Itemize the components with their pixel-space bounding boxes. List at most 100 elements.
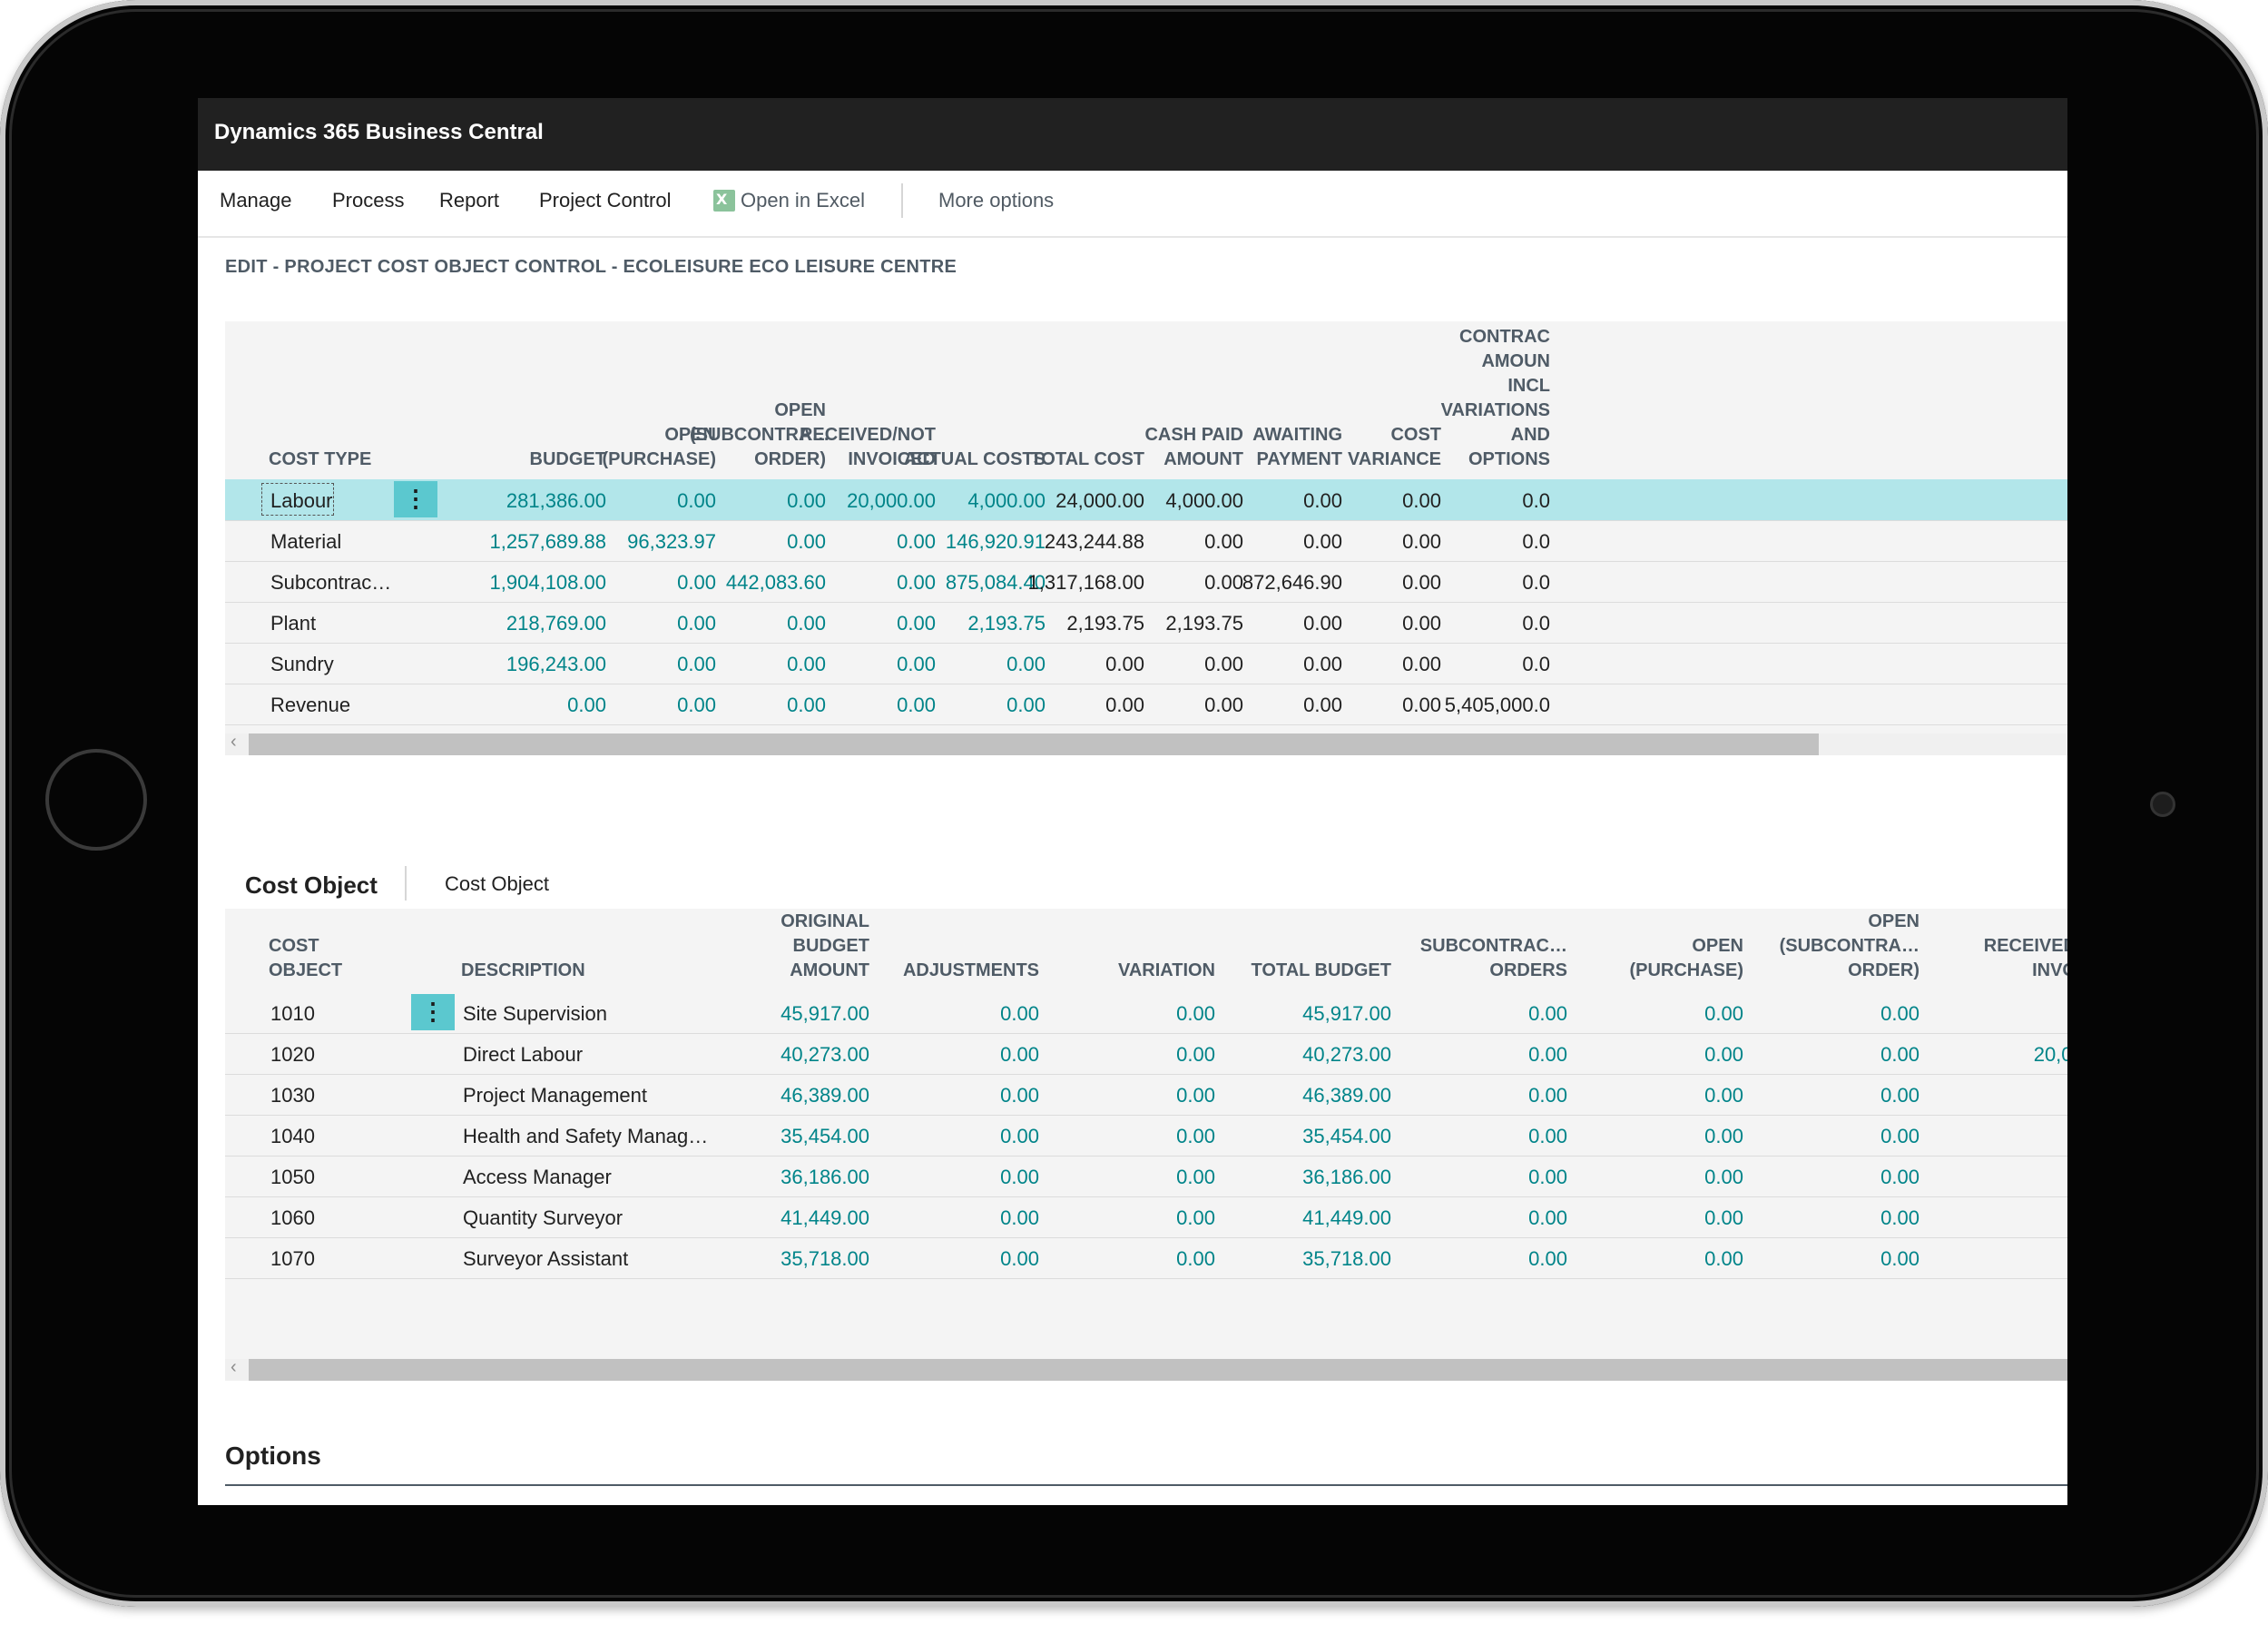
- cost-object-value[interactable]: 20,000: [2033, 1043, 2067, 1066]
- cost-type-value[interactable]: 0.00: [897, 694, 936, 716]
- cost-type-value[interactable]: 4,000.00: [967, 489, 1046, 512]
- manage-menu[interactable]: Manage: [220, 189, 292, 212]
- cost-type-value[interactable]: 281,386.00: [506, 489, 606, 512]
- cost-object-value[interactable]: 0.00: [1704, 1002, 1743, 1025]
- cost-object-value[interactable]: 0.00: [1000, 1247, 1039, 1270]
- cost-type-column-header[interactable]: COST TYPE: [269, 449, 372, 469]
- cost-type-column-header[interactable]: ACTUAL COSTS: [903, 449, 1046, 469]
- cost-type-column-header[interactable]: AWAITING PAYMENT: [1252, 425, 1342, 469]
- cost-type-value[interactable]: 1,257,689.88: [489, 530, 606, 553]
- cost-type-column-header[interactable]: OPEN (SUBCONTRA… ORDER): [690, 400, 830, 469]
- cost-type-column-header[interactable]: TOTAL COST: [1030, 449, 1144, 469]
- cost-object-value[interactable]: 0.00: [1176, 1043, 1215, 1066]
- cost-object-value[interactable]: 0.00: [1704, 1206, 1743, 1229]
- cost-object-value[interactable]: 0.00: [1528, 1125, 1567, 1147]
- cost-type-row[interactable]: Material 1,257,689.88 96,323.97 0.00 0.00 146…: [225, 520, 2067, 562]
- cost-object-value[interactable]: 0.00: [1000, 1002, 1039, 1025]
- cost-object-value[interactable]: 35,454.00: [781, 1125, 869, 1147]
- cost-object-value[interactable]: 0.00: [1528, 1166, 1567, 1188]
- excel-icon[interactable]: [713, 190, 735, 212]
- cost-object-value[interactable]: 46,389.00: [1302, 1084, 1391, 1107]
- cost-type-row[interactable]: Subcontrac… 1,904,108.00 0.00 442,083.60 0.0…: [225, 561, 2067, 603]
- cost-object-value[interactable]: 0.00: [1176, 1084, 1215, 1107]
- cost-type-value[interactable]: 0.00: [1006, 653, 1046, 675]
- cost-type-value[interactable]: 0.00: [1006, 694, 1046, 716]
- cost-object-value[interactable]: 0.00: [1176, 1166, 1215, 1188]
- cost-object-value[interactable]: 45,917.00: [1302, 1002, 1391, 1025]
- open-in-excel-button[interactable]: Open in Excel: [741, 189, 865, 212]
- cost-object-value[interactable]: 0.00: [1880, 1125, 1919, 1147]
- cost-type-value[interactable]: 0.00: [897, 571, 936, 594]
- cost-object-value[interactable]: 0.00: [1704, 1247, 1743, 1270]
- cost-object-value[interactable]: 0.00: [1704, 1043, 1743, 1066]
- cost-type-value[interactable]: 0.00: [787, 612, 826, 635]
- cost-object-value[interactable]: 45,917.00: [781, 1002, 869, 1025]
- cost-type-row[interactable]: Revenue 0.00 0.00 0.00 0.00 0.00 0.00 0.00 0.00 0…: [225, 684, 2067, 725]
- cost-object-value[interactable]: 0.00: [1000, 1206, 1039, 1229]
- cost-type-name[interactable]: Labour: [270, 489, 333, 512]
- cost-object-value[interactable]: 0.00: [1000, 1043, 1039, 1066]
- cost-type-name[interactable]: Material: [270, 530, 342, 553]
- cost-object-value[interactable]: 0.00: [1000, 1125, 1039, 1147]
- cost-object-value[interactable]: 0.00: [1880, 1043, 1919, 1066]
- cost-type-value[interactable]: 218,769.00: [506, 612, 606, 635]
- cost-object-value[interactable]: 0.00: [1528, 1084, 1567, 1107]
- project-control-menu[interactable]: Project Control: [539, 189, 672, 212]
- cost-object-value[interactable]: 0: [1931, 1206, 2067, 1230]
- cost-type-value[interactable]: 0.00: [787, 530, 826, 553]
- horizontal-scrollbar[interactable]: ‹: [225, 732, 2067, 755]
- cost-type-value[interactable]: 20,000.00: [847, 489, 936, 512]
- scrollbar-thumb[interactable]: [249, 733, 1819, 755]
- cost-type-value[interactable]: 146,920.91: [945, 530, 1046, 553]
- horizontal-scrollbar[interactable]: ‹: [225, 1357, 2067, 1381]
- cost-type-column-header[interactable]: CONTRAC AMOUN INCL VARIATIONS AND OPTION…: [1440, 327, 1550, 469]
- cost-object-value[interactable]: 0.00: [1176, 1206, 1215, 1229]
- cost-type-value[interactable]: 0.00: [787, 489, 826, 512]
- cost-type-row[interactable]: ⋮ Labour 281,386.00 0.00 0.00 20,000.00 4,000.…: [225, 479, 2067, 521]
- cost-object-value[interactable]: 0.00: [1880, 1206, 1919, 1229]
- cost-object-value[interactable]: 0.00: [1528, 1043, 1567, 1066]
- cost-object-value[interactable]: 35,718.00: [781, 1247, 869, 1270]
- process-menu[interactable]: Process: [332, 189, 405, 212]
- cost-object-column-header[interactable]: OPEN (SUBCONTRA… ORDER): [1779, 911, 1919, 980]
- cost-type-column-header[interactable]: OPEN (PURCHASE): [602, 425, 716, 469]
- row-actions-button[interactable]: ⋮: [394, 481, 437, 517]
- tab-cost-object[interactable]: Cost Object: [445, 872, 549, 895]
- cost-object-value[interactable]: 0.00: [1880, 1002, 1919, 1025]
- cost-object-value[interactable]: 35,454.00: [1302, 1125, 1391, 1147]
- cost-type-value[interactable]: 0.00: [677, 489, 716, 512]
- cost-object-value[interactable]: 36,186.00: [781, 1166, 869, 1188]
- cost-type-name[interactable]: Sundry: [270, 653, 334, 675]
- cost-type-value[interactable]: 0.00: [677, 612, 716, 635]
- cost-type-value[interactable]: 196,243.00: [506, 653, 606, 675]
- cost-object-value[interactable]: 0: [1931, 1084, 2067, 1107]
- cost-type-value[interactable]: 2,193.75: [967, 612, 1046, 635]
- cost-type-name[interactable]: Revenue: [270, 694, 351, 716]
- cost-object-value[interactable]: 41,449.00: [1302, 1206, 1391, 1229]
- options-section-title[interactable]: Options: [225, 1442, 321, 1470]
- cost-object-row[interactable]: 1050 Access Manager 36,186.00 0.00 0.00 36,18…: [225, 1156, 2067, 1197]
- cost-object-value[interactable]: 0.00: [1880, 1166, 1919, 1188]
- cost-type-value[interactable]: 0.00: [787, 694, 826, 716]
- cost-object-row[interactable]: 1020 Direct Labour 40,273.00 0.00 0.00 40,273…: [225, 1033, 2067, 1075]
- cost-object-row[interactable]: 1030 Project Management 46,389.00 0.00 0.00 4…: [225, 1074, 2067, 1116]
- cost-type-column-header[interactable]: COST VARIANCE: [1348, 425, 1441, 469]
- cost-object-value[interactable]: 0.00: [1880, 1084, 1919, 1107]
- cost-type-row[interactable]: Plant 218,769.00 0.00 0.00 0.00 2,193.75 2,193…: [225, 602, 2067, 644]
- cost-object-value[interactable]: 0.00: [1176, 1002, 1215, 1025]
- cost-object-column-header[interactable]: OPEN (PURCHASE): [1629, 936, 1743, 980]
- cost-object-value[interactable]: 0: [1931, 1002, 2067, 1026]
- cost-object-column-header[interactable]: ADJUSTMENTS: [902, 960, 1039, 980]
- cost-object-value[interactable]: 0.00: [1704, 1125, 1743, 1147]
- cost-type-value[interactable]: 0.00: [897, 653, 936, 675]
- cost-object-value[interactable]: 0: [1931, 1247, 2067, 1271]
- cost-type-value[interactable]: 0.00: [677, 571, 716, 594]
- cost-object-column-header[interactable]: DESCRIPTION: [461, 960, 585, 980]
- cost-type-name[interactable]: Subcontrac…: [270, 571, 392, 594]
- scroll-left-icon[interactable]: ‹: [231, 732, 237, 752]
- cost-object-column-header[interactable]: RECEIVED/N INVOIC: [1983, 936, 2067, 980]
- cost-object-value[interactable]: 41,449.00: [781, 1206, 869, 1229]
- cost-type-row[interactable]: Sundry 196,243.00 0.00 0.00 0.00 0.00 0.00 0.00…: [225, 643, 2067, 684]
- cost-type-column-header[interactable]: RECEIVED/NOT INVOICED: [799, 425, 936, 469]
- cost-object-value[interactable]: 0.00: [1528, 1206, 1567, 1229]
